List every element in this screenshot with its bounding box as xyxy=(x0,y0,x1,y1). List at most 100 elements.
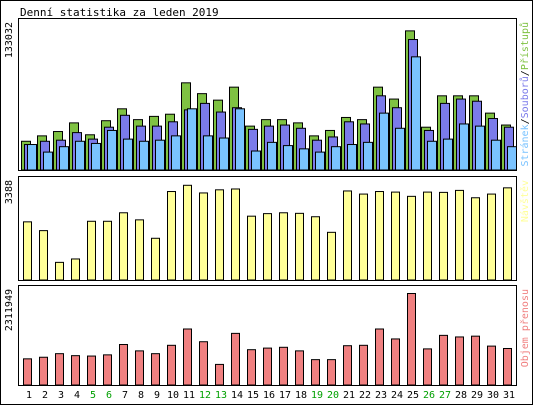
ymax-label-middle: 3388 xyxy=(4,180,15,204)
x-tick-label: 23 xyxy=(375,390,387,401)
bar-bottom-day-21 xyxy=(343,345,352,386)
bar-middle-day-18 xyxy=(295,212,304,281)
bar-bottom-day-30 xyxy=(487,345,496,386)
bar-bottom-day-12 xyxy=(199,341,208,386)
bar-top-stránek-day-25 xyxy=(411,56,421,171)
panel-bottom: 2311949 Objem přenosu xyxy=(4,285,531,386)
bar-bottom-day-11 xyxy=(183,328,192,386)
side-label-part: / xyxy=(520,118,531,124)
bar-middle-day-9 xyxy=(151,237,160,281)
x-tick-label: 4 xyxy=(74,390,80,401)
bar-bottom-day-8 xyxy=(135,350,144,386)
bar-bottom-day-25 xyxy=(407,293,416,386)
x-tick-label: 15 xyxy=(247,390,259,401)
bar-top-stránek-day-26 xyxy=(427,140,437,171)
x-tick-label: 13 xyxy=(215,390,227,401)
bar-middle-day-21 xyxy=(343,190,352,281)
side-label-top: Stránek/Souborů/Přístupů xyxy=(519,22,531,167)
bar-top-stránek-day-12 xyxy=(203,135,213,171)
bar-middle-day-31 xyxy=(503,187,512,281)
bar-bottom-day-20 xyxy=(327,359,336,386)
x-axis-day-labels: 1 2 3 4 5 6 7 8 9 10 11 12 13 14 15 16 17 18 19 20 21 22 23 24 2… xyxy=(26,390,515,401)
bar-bottom-day-6 xyxy=(103,354,112,386)
bar-middle-day-8 xyxy=(135,219,144,281)
bar-bottom-day-1 xyxy=(23,358,32,386)
bar-bottom-day-24 xyxy=(391,338,400,386)
bar-bottom-day-10 xyxy=(167,344,176,386)
x-tick-label: 8 xyxy=(138,390,144,401)
bar-bottom-day-26 xyxy=(423,348,432,386)
bar-top-stránek-day-13 xyxy=(219,137,229,171)
bar-top-stránek-day-27 xyxy=(443,138,453,171)
bar-top-stránek-day-4 xyxy=(75,140,85,171)
bar-top-stránek-day-31 xyxy=(507,146,517,171)
bar-top-stránek-day-1 xyxy=(27,144,37,171)
bar-middle-day-7 xyxy=(119,212,128,281)
x-tick-label: 19 xyxy=(311,390,323,401)
bar-middle-day-3 xyxy=(55,261,64,281)
bar-middle-day-23 xyxy=(375,191,384,281)
x-tick-label: 24 xyxy=(391,390,403,401)
x-tick-label: 22 xyxy=(359,390,371,401)
bar-bottom-day-31 xyxy=(503,347,512,386)
side-label-bottom: Objem přenosu xyxy=(519,289,531,367)
bar-middle-day-15 xyxy=(247,215,256,281)
bar-bottom-day-19 xyxy=(311,359,320,386)
bar-top-stránek-day-5 xyxy=(91,142,101,171)
bar-middle-day-16 xyxy=(263,213,272,281)
side-label-part: Návštěv xyxy=(519,180,531,222)
bar-bottom-day-14 xyxy=(231,332,240,386)
bar-middle-day-24 xyxy=(391,191,400,281)
x-tick-label: 17 xyxy=(279,390,291,401)
bar-bottom-day-13 xyxy=(215,363,224,386)
x-tick-label: 28 xyxy=(455,390,467,401)
bar-top-stránek-day-9 xyxy=(155,139,165,171)
bar-middle-day-4 xyxy=(71,258,80,281)
bar-middle-day-30 xyxy=(487,193,496,281)
x-tick-label: 5 xyxy=(90,390,96,401)
bar-top-stránek-day-30 xyxy=(491,139,501,171)
bar-middle-day-25 xyxy=(407,195,416,281)
bar-bottom-day-18 xyxy=(295,350,304,386)
bar-middle-day-20 xyxy=(327,231,336,281)
bar-top-stránek-day-15 xyxy=(251,150,261,171)
bar-bottom-day-23 xyxy=(375,328,384,386)
x-tick-label: 27 xyxy=(439,390,451,401)
bar-top-stránek-day-29 xyxy=(475,125,485,171)
panel-middle: 3388 Návštěv xyxy=(4,176,531,281)
bar-middle-day-22 xyxy=(359,193,368,281)
side-label-part: Souborů xyxy=(519,76,531,118)
bar-bottom-day-7 xyxy=(119,344,128,386)
x-tick-label: 3 xyxy=(58,390,64,401)
bar-bottom-day-28 xyxy=(455,336,464,386)
x-tick-label: 30 xyxy=(487,390,499,401)
bar-middle-day-6 xyxy=(103,220,112,281)
bar-top-stránek-day-2 xyxy=(43,151,53,171)
x-tick-label: 18 xyxy=(295,390,307,401)
x-tick-label: 25 xyxy=(407,390,419,401)
bar-bottom-day-17 xyxy=(279,346,288,386)
bar-middle-day-2 xyxy=(39,230,48,281)
side-label-part: Stránek xyxy=(519,124,531,166)
bar-middle-day-10 xyxy=(167,191,176,281)
x-tick-label: 10 xyxy=(167,390,179,401)
side-label-part: Přístupů xyxy=(519,22,531,70)
bar-middle-day-12 xyxy=(199,192,208,281)
bar-top-stránek-day-21 xyxy=(347,144,357,171)
chart-title: Denní statistika za leden 2019 xyxy=(20,6,219,19)
x-tick-label: 1 xyxy=(26,390,32,401)
x-tick-label: 26 xyxy=(423,390,435,401)
ymax-label-bottom: 2311949 xyxy=(4,289,15,331)
x-tick-label: 21 xyxy=(343,390,355,401)
x-tick-label: 7 xyxy=(122,390,128,401)
x-tick-label: 29 xyxy=(471,390,483,401)
bar-bottom-day-3 xyxy=(55,353,64,386)
bar-bottom-day-4 xyxy=(71,355,80,386)
bar-bottom-day-9 xyxy=(151,353,160,386)
bar-bottom-day-22 xyxy=(359,344,368,386)
bar-bottom-day-16 xyxy=(263,347,272,386)
